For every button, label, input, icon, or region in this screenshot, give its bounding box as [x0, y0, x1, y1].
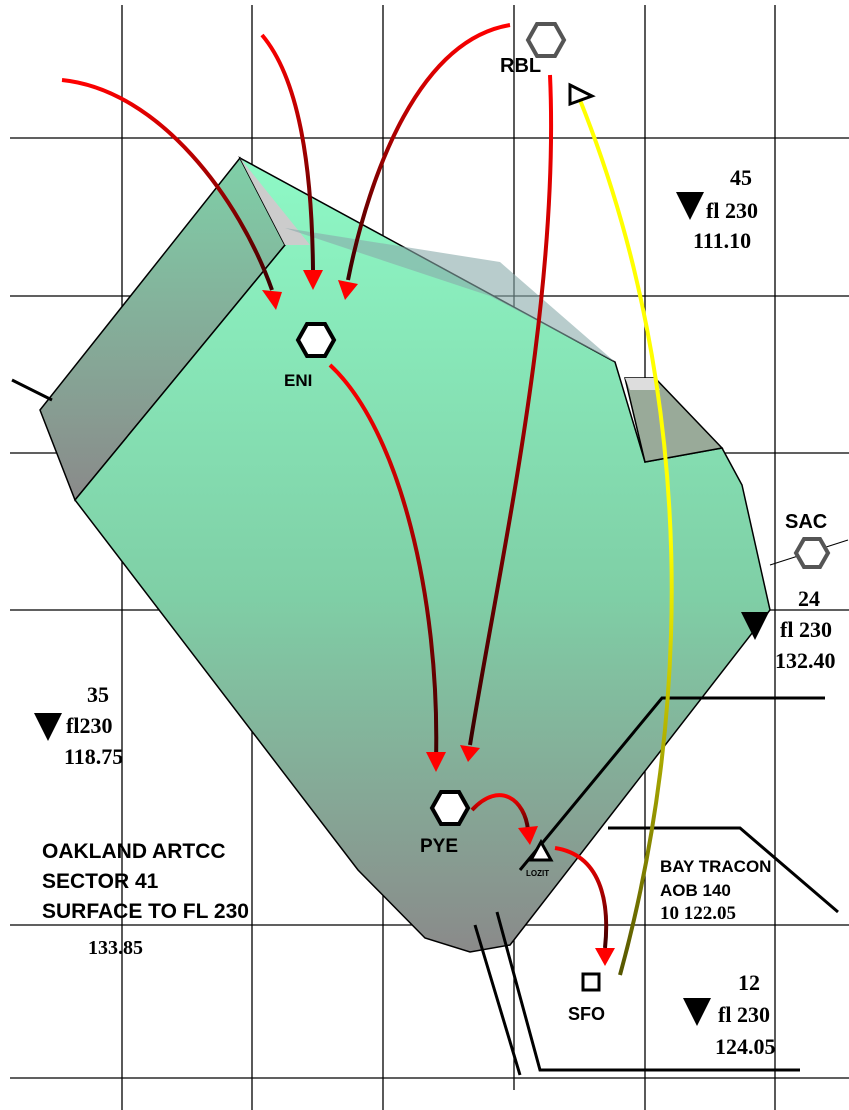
sector-altitude: fl 230 — [706, 198, 758, 223]
sector-title: OAKLAND ARTCC — [42, 840, 226, 863]
sector-number: 35 — [87, 682, 109, 707]
routes — [61, 23, 674, 976]
sector-frequency: 124.05 — [715, 1034, 776, 1059]
fix-label: RBL — [500, 55, 541, 77]
sector-frequency: 111.10 — [693, 228, 751, 253]
sector-number: 12 — [738, 970, 760, 995]
sector-frequency: 133.85 — [88, 937, 143, 959]
tracon-label: AOB 140 — [660, 881, 731, 900]
fix-label: PYE — [420, 836, 458, 857]
fix-label: SFO — [568, 1004, 605, 1024]
sector-number: 24 — [798, 586, 820, 611]
sector-altitude: fl 230 — [780, 617, 832, 642]
labels: RBL ENI PYE SAC LOZIT SFO 45 fl 230 111.… — [42, 55, 836, 1059]
sector-frequency: 118.75 — [64, 744, 123, 769]
tracon-label: 10 122.05 — [660, 903, 736, 924]
sector-volume — [39, 156, 771, 953]
sector-title: SECTOR 41 — [42, 870, 159, 893]
sector-markers — [34, 192, 769, 1026]
sector-frequency: 132.40 — [775, 648, 836, 673]
sector-altitude: fl 230 — [718, 1002, 770, 1027]
fixes — [295, 22, 831, 992]
sector-title: SURFACE TO FL 230 — [42, 900, 249, 923]
fix-label: LOZIT — [526, 869, 549, 878]
fix-label: SAC — [785, 511, 827, 533]
sector-number: 45 — [730, 165, 752, 190]
fix-label: ENI — [284, 371, 312, 390]
tracon-label: BAY TRACON — [660, 857, 771, 876]
sector-altitude: fl230 — [66, 713, 112, 738]
boundary-lines — [11, 378, 849, 1076]
arrow-heads — [262, 82, 615, 966]
